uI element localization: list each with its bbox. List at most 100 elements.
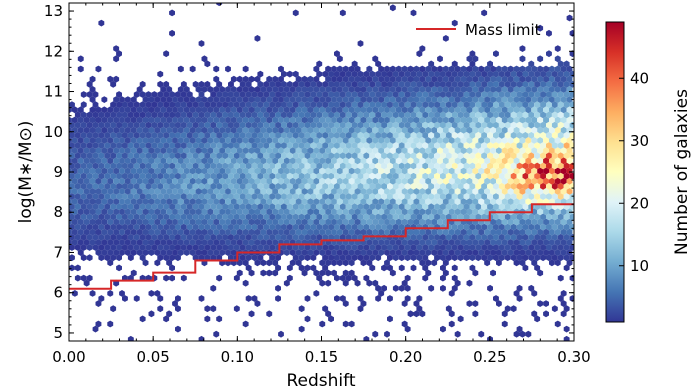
hexbin	[334, 274, 340, 282]
hexbin	[295, 106, 302, 114]
hexbin	[472, 75, 479, 83]
hexbin	[148, 167, 155, 175]
hexbin	[236, 106, 243, 114]
hexbin	[228, 101, 234, 109]
hexbin	[401, 300, 408, 307]
hexbin	[177, 218, 184, 226]
hexbin	[389, 126, 396, 134]
hexbin	[163, 162, 170, 170]
hexbin	[142, 249, 149, 256]
hexbin	[77, 137, 84, 144]
hexbin	[331, 116, 337, 124]
hexbin	[254, 116, 261, 124]
hexbin	[266, 198, 273, 205]
hexbin	[345, 213, 352, 221]
hexbin	[207, 147, 214, 154]
hexbin	[389, 198, 396, 205]
hexbin	[407, 218, 414, 226]
hexbin	[195, 106, 202, 114]
hexbin	[401, 75, 408, 83]
hexbin	[354, 65, 361, 73]
hexbin	[513, 157, 520, 165]
hexbin	[248, 269, 255, 277]
hexbin	[413, 300, 420, 307]
hexbin	[281, 142, 287, 149]
hexbin	[286, 274, 293, 282]
hexbin	[334, 182, 340, 190]
hexbin	[357, 193, 364, 200]
hexbin	[401, 249, 408, 256]
hexbin	[230, 157, 237, 165]
hexbin	[136, 86, 143, 93]
hexbin	[504, 223, 511, 231]
hexbin	[251, 142, 258, 149]
hexbin	[142, 157, 149, 165]
hexbin	[466, 75, 473, 83]
hexbin	[89, 137, 96, 144]
hexbin	[260, 86, 267, 93]
hexbin	[351, 91, 358, 98]
hexbin	[319, 157, 326, 165]
hexbin	[478, 249, 485, 256]
hexbin	[445, 101, 452, 109]
hexbin	[319, 177, 326, 185]
hexbin	[549, 208, 555, 216]
hexbin	[283, 228, 290, 236]
hexbin	[281, 80, 287, 88]
hexbin	[260, 239, 267, 246]
hexbin	[336, 75, 343, 83]
hexbin	[213, 157, 220, 165]
hexbin	[251, 233, 258, 241]
hexbin	[328, 223, 334, 231]
hexbin	[230, 137, 237, 144]
hexbin	[366, 86, 373, 93]
hexbin	[437, 65, 443, 73]
hexbin	[272, 75, 279, 83]
hexbin	[328, 203, 334, 211]
hexbin	[127, 213, 134, 221]
hexbin	[366, 167, 373, 175]
hexbin	[269, 193, 276, 200]
hexbin	[275, 295, 281, 302]
hexbin	[301, 106, 308, 114]
hexbin	[245, 131, 252, 139]
hexbin	[222, 142, 228, 149]
hexbin	[316, 274, 323, 282]
hexbin	[101, 126, 108, 134]
hexbin	[457, 203, 464, 211]
hexbin	[166, 96, 173, 103]
hexbin	[431, 167, 438, 175]
hexbin	[375, 213, 382, 221]
hexbin	[457, 182, 464, 190]
hexbin	[95, 218, 102, 226]
hexbin	[272, 269, 279, 277]
hexbin	[422, 233, 429, 241]
hexbin	[472, 106, 479, 114]
hexbin	[119, 239, 125, 246]
hexbin	[248, 208, 255, 216]
hexbin	[180, 152, 187, 160]
hexbin	[496, 300, 502, 307]
hexbin	[166, 239, 173, 246]
hexbin	[122, 233, 128, 241]
hexbin	[107, 249, 114, 256]
hexbin	[410, 193, 417, 200]
hexbin	[204, 111, 211, 119]
hexbin	[133, 111, 140, 119]
hexbin	[198, 193, 205, 200]
hexbin	[160, 96, 167, 103]
hexbin	[325, 310, 332, 318]
plot-frame	[68, 2, 575, 342]
hexbin	[407, 65, 414, 73]
hexbin	[163, 172, 170, 180]
hexbin	[434, 131, 440, 139]
hexbin	[251, 172, 258, 180]
hexbin	[369, 152, 376, 160]
hexbin	[498, 193, 505, 200]
hexbin	[177, 167, 184, 175]
hexbin	[289, 126, 296, 134]
hexbin	[442, 249, 449, 256]
hexbin	[334, 50, 340, 58]
hexbin	[442, 188, 449, 195]
hexbin	[110, 142, 117, 149]
